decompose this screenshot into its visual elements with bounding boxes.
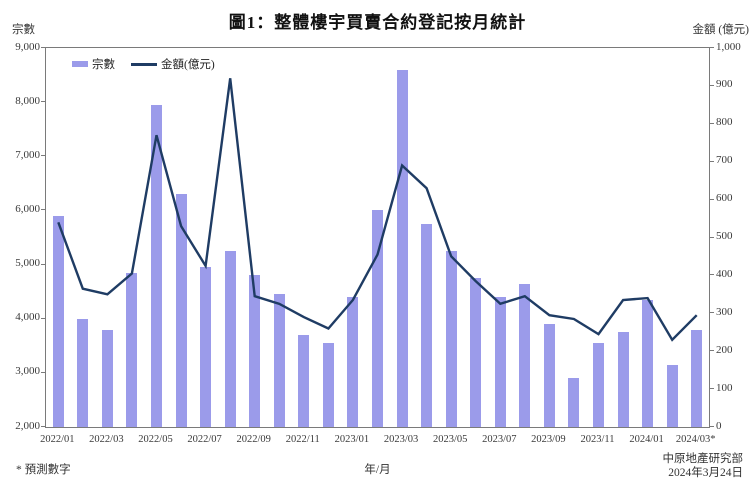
bar-202311 <box>593 343 604 427</box>
y-left-tick-6000: 6,000 <box>15 202 40 215</box>
bar-202210 <box>273 294 285 427</box>
x-tick-202311: 2023/11 <box>580 434 615 445</box>
y-right-tick-100: 100 <box>716 381 733 394</box>
y-right-tickmark <box>710 350 714 352</box>
y-left-tick-4000: 4,000 <box>15 311 40 324</box>
bar-202211 <box>298 335 310 427</box>
y-right-tickmark <box>710 47 714 48</box>
bar-series-layer <box>46 48 709 427</box>
x-tick-202401: 2024/01 <box>629 434 664 445</box>
y-right-tickmark <box>710 236 714 238</box>
legend-label-amount: 金額(億元) <box>161 59 215 71</box>
x-tick-202203: 2022/03 <box>89 434 124 445</box>
y-left-tick-2000: 2,000 <box>15 419 40 432</box>
legend-line-swatch <box>131 62 157 66</box>
source-block: 中原地產研究部 2024年3月24日 <box>663 452 744 480</box>
legend-item-cases: 宗數 <box>72 56 115 72</box>
x-tick-202301: 2023/01 <box>334 434 370 445</box>
y-left-tick-3000: 3,000 <box>15 365 40 378</box>
bar-202301 <box>347 297 359 427</box>
bar-202206 <box>175 194 187 427</box>
x-tick-202303: 2023/03 <box>383 434 419 445</box>
y-left-tickmark <box>41 47 45 48</box>
legend: 宗數 金額(億元) <box>72 56 215 72</box>
bar-202212 <box>322 343 334 427</box>
y-left-tick-5000: 5,000 <box>15 257 40 270</box>
y-right-tickmark <box>710 84 714 86</box>
x-tick-202307: 2023/07 <box>482 434 517 445</box>
y-left-tick-8000: 8,000 <box>15 94 40 107</box>
y-right-tickmark <box>710 160 714 162</box>
bar-202203 <box>101 329 113 427</box>
bar-202305 <box>445 251 457 427</box>
bar-202401 <box>642 299 654 427</box>
source-date: 2024年3月24日 <box>668 467 743 479</box>
x-axis-title: 年/月 <box>364 464 391 476</box>
bar-202304 <box>421 224 433 427</box>
line-series-layer <box>57 78 698 342</box>
y-right-tick-200: 200 <box>716 343 733 356</box>
source-name: 中原地產研究部 <box>662 453 744 465</box>
legend-bar-swatch <box>72 61 88 67</box>
y-left-tickmark <box>41 317 45 319</box>
plot-area: 宗數 金額(億元) <box>45 47 710 428</box>
bar-202308 <box>519 283 531 427</box>
y-right-tick-500: 500 <box>716 230 733 242</box>
y-left-tickmark <box>41 371 45 373</box>
legend-label-cases: 宗數 <box>92 59 115 71</box>
bar-202312 <box>617 332 629 427</box>
bar-202209 <box>249 275 261 427</box>
bar-202306 <box>470 278 482 427</box>
y-left-tickmark <box>41 263 45 265</box>
y-right-tick-600: 600 <box>716 192 733 205</box>
bar-202302 <box>372 210 383 427</box>
bar-202201 <box>52 215 64 427</box>
y-right-tickmark <box>710 312 714 314</box>
y-right-tick-1000: 1,000 <box>716 40 741 53</box>
y-right-tickmark <box>710 122 714 124</box>
forecast-footnote: * 預測數字 <box>16 464 71 476</box>
y-right-tickmark <box>710 198 714 200</box>
x-tick-202211: 2022/11 <box>285 434 320 445</box>
y-right-tickmark <box>710 426 714 427</box>
amount-line <box>57 78 698 342</box>
left-axis-label: 宗數 <box>12 24 35 36</box>
y-right-tick-400: 400 <box>716 267 733 280</box>
x-tick-202309: 2023/09 <box>531 434 566 445</box>
bar-202310 <box>568 378 580 427</box>
x-tick-202207: 2022/07 <box>187 434 222 445</box>
bar-202205 <box>151 104 162 427</box>
bar-202309 <box>543 324 555 427</box>
bar-202303 <box>396 69 408 427</box>
x-tick-202209: 2022/09 <box>236 434 271 445</box>
x-tick-202205: 2022/05 <box>138 434 173 445</box>
x-tick-202305: 2023/05 <box>432 434 468 445</box>
y-right-tick-800: 800 <box>716 116 733 129</box>
y-left-tick-7000: 7,000 <box>15 148 40 161</box>
chart-title: 圖1：整體樓宇買賣合約登記按月統計 <box>228 13 527 32</box>
y-left-tickmark <box>41 426 45 427</box>
bar-202202 <box>77 318 89 427</box>
right-axis-label: 金額 (億元) <box>692 24 749 36</box>
y-right-tick-900: 900 <box>716 78 733 91</box>
bar-202402 <box>666 364 678 427</box>
y-right-tickmark <box>710 274 714 276</box>
y-left-tick-9000: 9,000 <box>15 40 40 53</box>
y-right-tick-0: 0 <box>716 419 722 432</box>
legend-item-amount: 金額(億元) <box>131 56 215 72</box>
bar-202208 <box>224 251 236 427</box>
y-right-tick-700: 700 <box>716 154 733 167</box>
y-left-tickmark <box>41 155 45 157</box>
y-left-tickmark <box>41 209 45 211</box>
bar-202204 <box>126 272 138 427</box>
x-tick-202201: 2022/01 <box>40 434 75 445</box>
bar-202307 <box>494 297 506 427</box>
bar-202207 <box>200 267 212 427</box>
bar-202403 <box>691 329 703 427</box>
y-left-tickmark <box>41 101 45 103</box>
y-right-tick-300: 300 <box>716 305 733 318</box>
y-right-tickmark <box>710 388 714 390</box>
x-tick-202403: 2024/03* <box>675 434 716 445</box>
